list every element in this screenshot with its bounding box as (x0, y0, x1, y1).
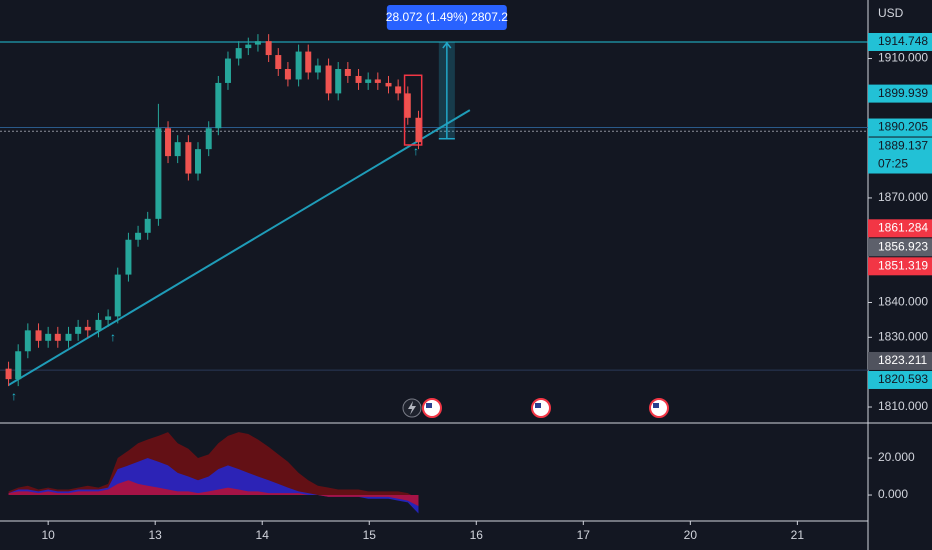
candle-body (344, 68, 351, 76)
candle-body (254, 41, 261, 45)
candle-body (125, 239, 132, 275)
y-tick-label: 1830.000 (878, 329, 928, 343)
x-tick-label: 20 (684, 528, 698, 542)
candle-body (105, 316, 112, 320)
price-label: 1899.939 (878, 86, 928, 100)
trendline (8, 109, 471, 386)
candle-body (35, 330, 42, 341)
flag-part (653, 403, 659, 408)
y-tick-label: 1870.000 (878, 190, 928, 204)
measure-arrowhead (442, 41, 452, 49)
candle-body (284, 68, 291, 80)
candle-body (365, 79, 372, 83)
x-tick-label: 13 (149, 528, 163, 542)
candle-body (395, 86, 402, 94)
price-label-box (868, 84, 932, 103)
candle-body (415, 117, 422, 143)
y-tick-label: 1910.000 (878, 51, 928, 65)
arrow-marker: ↑ (11, 389, 17, 403)
price-label-box (868, 370, 932, 389)
arrow-marker: ↑ (413, 144, 419, 158)
y-tick-label: 1810.000 (878, 399, 928, 413)
candle-body (195, 149, 202, 174)
candle-body (95, 319, 102, 331)
lightning-icon (408, 401, 416, 415)
candle-body (24, 330, 31, 352)
flag-part (426, 403, 432, 408)
price-label: 1851.319 (878, 258, 928, 272)
candle-body (114, 274, 121, 317)
candle-body (295, 51, 302, 80)
candle-body (15, 351, 22, 380)
arrow-marker: ↑ (110, 330, 116, 344)
countdown-label: 07:25 (878, 157, 908, 171)
candle-body (325, 65, 332, 94)
y-tick-label: 0.000 (878, 487, 908, 501)
candle-body (374, 79, 381, 83)
candle-body (144, 218, 151, 233)
candle-body (215, 82, 222, 129)
candle-body (155, 128, 162, 219)
candle-body (265, 41, 272, 56)
candle-body (185, 142, 192, 174)
highlight-box (403, 74, 423, 146)
candle-body (5, 368, 12, 380)
candle-body (84, 326, 91, 331)
candle-body (314, 65, 321, 73)
x-tick-label: 21 (791, 528, 805, 542)
price-label-box (868, 219, 932, 238)
price-label: 1889.137 (878, 139, 928, 153)
measure-label-box (386, 5, 507, 30)
candle-body (385, 82, 392, 87)
price-label-box (868, 32, 932, 51)
x-tick-label: 17 (577, 528, 591, 542)
price-label: 1914.748 (878, 34, 928, 48)
price-label-box (868, 351, 932, 370)
candle-body (275, 55, 282, 69)
currency-label: USD (878, 6, 904, 20)
candle-body (404, 93, 411, 118)
candle-body (75, 326, 82, 334)
x-tick-label: 16 (470, 528, 484, 542)
candle-body (65, 333, 72, 341)
y-tick-label: 20.000 (878, 450, 915, 464)
price-label: 1856.923 (878, 239, 928, 253)
candle-body (45, 333, 52, 341)
candle-body (235, 48, 242, 59)
price-label-box (868, 238, 932, 257)
candle-body (355, 75, 362, 83)
candle-body (54, 333, 61, 341)
x-tick-label: 15 (363, 528, 377, 542)
candle-body (335, 68, 342, 94)
candle-body (165, 128, 172, 157)
candle-body (174, 142, 181, 157)
price-label-box (868, 118, 932, 137)
x-tick-label: 14 (256, 528, 270, 542)
candle-body (224, 58, 231, 83)
price-label: 1820.593 (878, 372, 928, 386)
event-icons[interactable] (402, 398, 669, 418)
measure-label: 28.072 (1.49%) 2807.2 (386, 10, 508, 24)
candle-body (305, 51, 312, 73)
price-label: 1890.205 (878, 120, 928, 134)
candle-body (245, 44, 252, 49)
candle-body (135, 232, 142, 240)
candle-body (205, 128, 212, 150)
price-label: 1861.284 (878, 220, 928, 234)
indicator-area (8, 480, 419, 507)
price-label-box (868, 257, 932, 276)
y-tick-label: 1840.000 (878, 295, 928, 309)
price-label: 1823.211 (878, 353, 927, 367)
indicator-area (8, 458, 419, 514)
price-label-box (868, 137, 932, 174)
flag-part (535, 403, 541, 408)
x-tick-label: 10 (41, 528, 55, 542)
